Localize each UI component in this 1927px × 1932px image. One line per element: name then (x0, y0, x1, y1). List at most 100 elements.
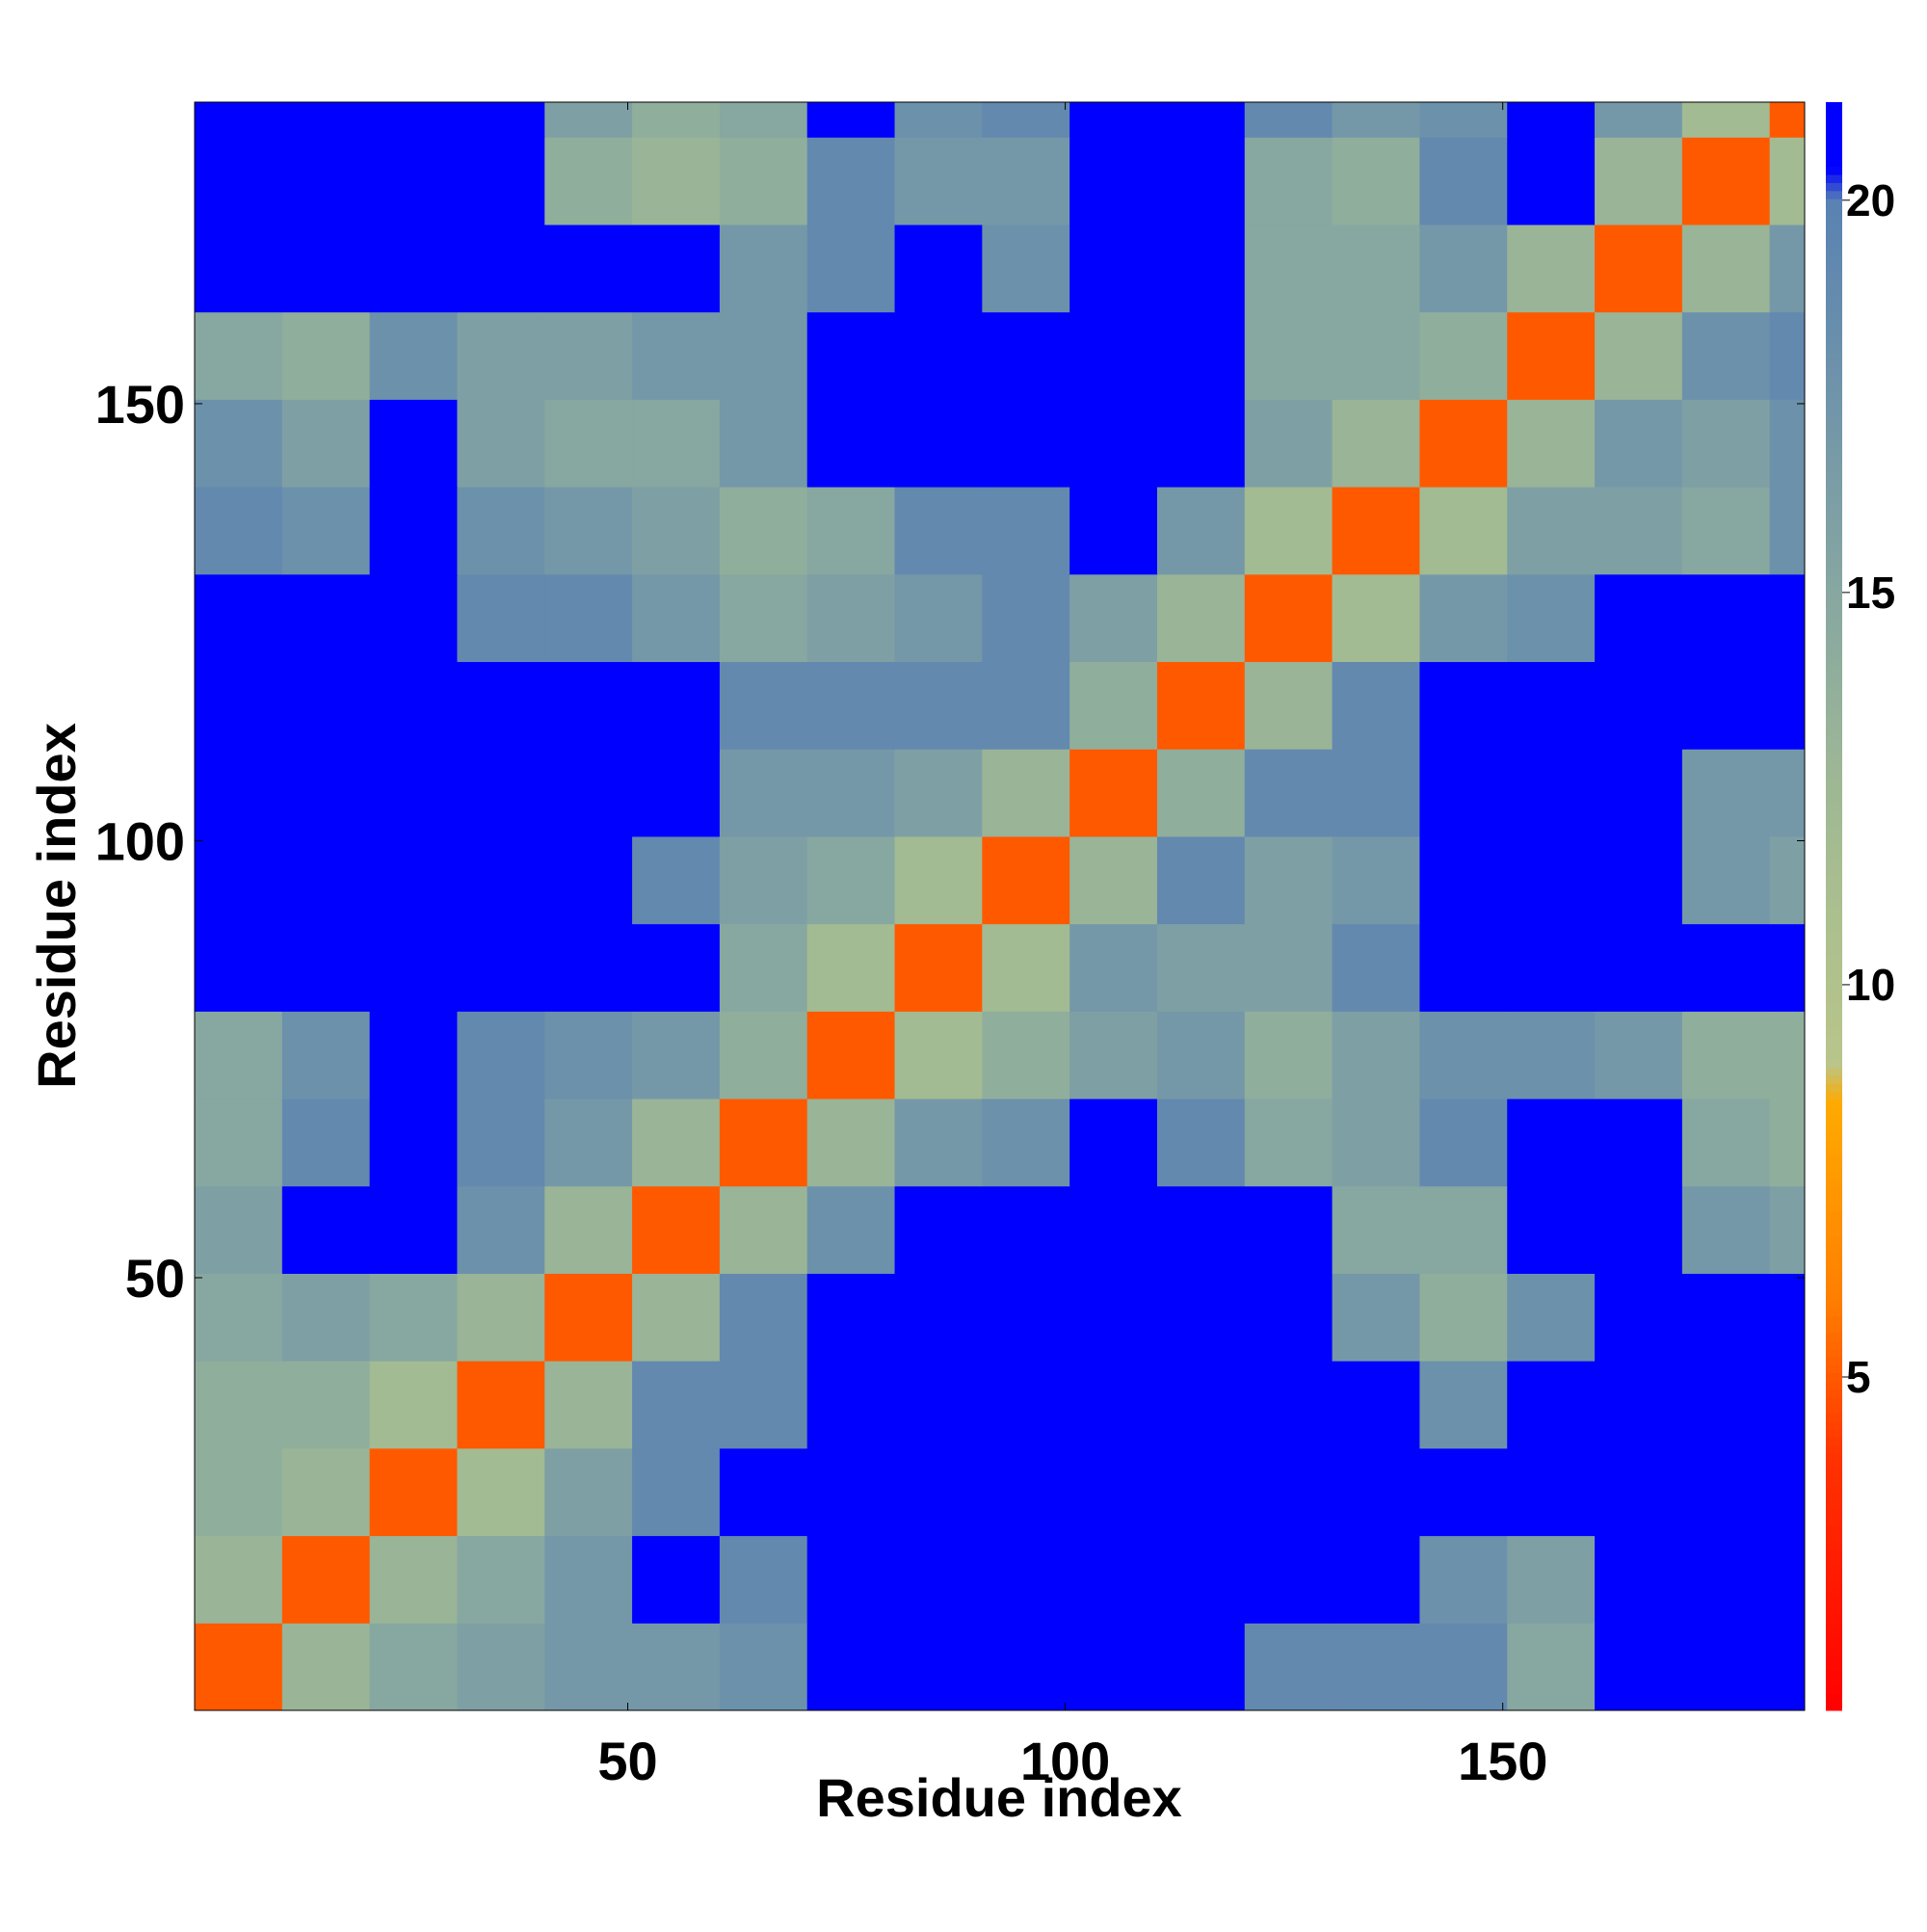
x-tick-label: 100 (1020, 1731, 1110, 1791)
colorbar-segment (1826, 1171, 1842, 1180)
heatmap-cell (894, 311, 983, 400)
colorbar-segment (1826, 1308, 1842, 1317)
heatmap-cell (719, 1535, 808, 1624)
heatmap-cell (632, 399, 721, 488)
heatmap-cell (369, 1098, 458, 1187)
heatmap-cell (894, 1011, 983, 1099)
colorbar-segment (1826, 1549, 1842, 1558)
colorbar-segment (1826, 1574, 1842, 1582)
colorbar-segment (1826, 1219, 1842, 1229)
heatmap-cell (1681, 137, 1771, 225)
heatmap-cell (195, 749, 283, 837)
heatmap-cell (369, 399, 458, 488)
heatmap-cell (457, 311, 545, 400)
heatmap-cell (982, 573, 1070, 663)
heatmap-cell (982, 1623, 1070, 1711)
colorbar-segment (1826, 102, 1842, 111)
heatmap-cell (544, 399, 633, 488)
heatmap-cell (1419, 137, 1508, 225)
heatmap-cell (1595, 1447, 1683, 1537)
heatmap-cell (719, 487, 808, 575)
colorbar-segment (1826, 713, 1842, 723)
heatmap-cell (1244, 311, 1333, 400)
colorbar-segment (1826, 1493, 1842, 1502)
heatmap-cell (281, 1361, 371, 1449)
heatmap-cell (982, 487, 1070, 575)
colorbar-segment (1826, 512, 1842, 521)
heatmap-cell (982, 1098, 1070, 1187)
colorbar-segment (1826, 576, 1842, 586)
heatmap-cell (1332, 1447, 1420, 1537)
heatmap-cell (1069, 1273, 1158, 1362)
colorbar-segment (1826, 704, 1842, 714)
colorbar-segment (1826, 986, 1842, 995)
heatmap-cell (1507, 573, 1596, 663)
heatmap-cell (457, 1623, 545, 1711)
heatmap-cell (719, 311, 808, 400)
heatmap-cell (544, 1273, 633, 1362)
colorbar-segment (1826, 543, 1842, 553)
colorbar-segment (1826, 802, 1842, 810)
heatmap-cell (894, 573, 983, 663)
colorbar-segment (1826, 1685, 1842, 1695)
colorbar-segment (1826, 721, 1842, 730)
heatmap-cell (1156, 137, 1246, 225)
heatmap-cell (1769, 749, 1806, 837)
heatmap-cell (1156, 311, 1246, 400)
heatmap-cell (632, 1098, 721, 1187)
plot-frame (194, 101, 1806, 1711)
heatmap-cell (457, 137, 545, 225)
heatmap-cell (1595, 749, 1683, 837)
colorbar-segment (1826, 889, 1842, 899)
heatmap-cell (1681, 1361, 1771, 1449)
heatmap-cell (1156, 1273, 1246, 1362)
colorbar-segment (1826, 697, 1842, 706)
heatmap-cell (457, 102, 545, 138)
colorbar-segment (1826, 994, 1842, 1004)
heatmap-cell (195, 1185, 283, 1274)
heatmap-cell (369, 1361, 458, 1449)
heatmap-cell (1507, 311, 1596, 400)
colorbar-segment (1826, 150, 1842, 159)
colorbar-segment (1826, 230, 1842, 240)
heatmap-cell (632, 1273, 721, 1362)
heatmap-cell (719, 1447, 808, 1537)
heatmap-cell (369, 1273, 458, 1362)
heatmap-cell (369, 137, 458, 225)
heatmap-cell (1595, 661, 1683, 750)
colorbar-segment (1826, 359, 1842, 368)
colorbar-segment (1826, 858, 1842, 867)
heatmap-cell (281, 1623, 371, 1711)
colorbar-segment (1826, 303, 1842, 312)
colorbar-segment (1826, 134, 1842, 144)
colorbar-segment (1826, 1228, 1842, 1237)
colorbar-segment (1826, 126, 1842, 135)
heatmap-cell (806, 1011, 896, 1099)
heatmap-cell (1769, 661, 1806, 750)
colorbar-segment (1826, 166, 1842, 175)
heatmap-cell (1769, 1185, 1806, 1274)
heatmap-cell (1332, 487, 1420, 575)
heatmap-cell (544, 311, 633, 400)
heatmap-cell (982, 224, 1070, 313)
heatmap-cell (281, 1447, 371, 1537)
heatmap-cell (1681, 311, 1771, 400)
colorbar-segment (1826, 624, 1842, 634)
heatmap-cell (806, 102, 896, 138)
heatmap-cell (544, 749, 633, 837)
heatmap-cell (632, 1535, 721, 1624)
heatmap-cell (894, 487, 983, 575)
heatmap-cell (982, 835, 1070, 925)
colorbar-tick-label: 10 (1846, 960, 1895, 1010)
heatmap-cell (1595, 1185, 1683, 1274)
heatmap-cell (544, 1447, 633, 1537)
heatmap-cell (281, 224, 371, 313)
colorbar-segment (1826, 1525, 1842, 1534)
heatmap-cell (1681, 1273, 1771, 1362)
heatmap-cell (806, 749, 896, 837)
heatmap-cell (1769, 224, 1806, 313)
heatmap-cell (1332, 1535, 1420, 1624)
colorbar-segment (1826, 1629, 1842, 1639)
heatmap-cell (281, 311, 371, 400)
heatmap-cell (457, 661, 545, 750)
